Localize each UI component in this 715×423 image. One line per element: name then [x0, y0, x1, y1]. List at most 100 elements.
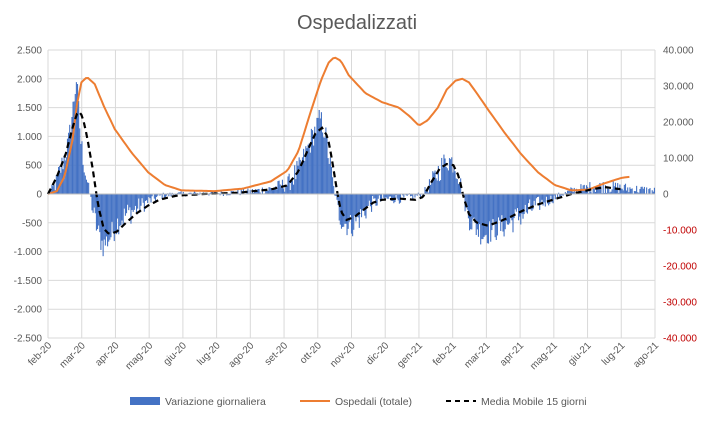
bar	[381, 194, 383, 201]
bar	[153, 194, 155, 199]
x-tick-label: lug-20	[195, 340, 223, 368]
bar	[503, 194, 505, 237]
y-right-tick-label: 30.000	[663, 82, 694, 93]
bar	[151, 194, 153, 197]
bar	[319, 118, 321, 194]
bar	[285, 185, 287, 194]
x-tick-label: dic-20	[364, 340, 391, 367]
bar	[56, 174, 59, 194]
bar	[115, 194, 118, 235]
bar	[337, 194, 339, 205]
bar	[652, 191, 654, 194]
bar	[386, 194, 388, 199]
bar	[137, 194, 139, 209]
bar	[638, 192, 640, 194]
bar	[74, 93, 76, 194]
bar	[375, 194, 377, 206]
bar	[83, 172, 85, 194]
bar	[294, 165, 296, 194]
bar	[550, 194, 552, 196]
bar	[180, 191, 182, 194]
bar	[634, 191, 637, 194]
bar	[395, 194, 397, 196]
bar	[239, 194, 241, 196]
bar	[581, 188, 583, 194]
bar	[499, 194, 501, 221]
bar	[600, 186, 602, 194]
y-left-tick-label: 1.000	[17, 132, 42, 143]
bar	[643, 186, 645, 194]
bar	[118, 194, 120, 235]
bar	[71, 116, 73, 194]
bar	[598, 185, 600, 194]
bar	[247, 188, 249, 194]
bar	[474, 194, 476, 223]
bar	[482, 194, 484, 240]
bar	[334, 194, 336, 196]
bar	[189, 192, 191, 194]
bar	[318, 109, 320, 194]
bar	[392, 194, 394, 202]
bar	[228, 194, 230, 196]
bar	[373, 194, 375, 199]
bar	[603, 192, 605, 194]
bar	[613, 186, 615, 194]
bar	[452, 172, 454, 194]
x-tick-label: nov-20	[328, 340, 358, 370]
bar	[372, 194, 374, 197]
bar	[526, 194, 529, 214]
bar	[314, 126, 316, 194]
bar	[518, 194, 520, 221]
bar	[237, 189, 239, 194]
bar	[485, 194, 487, 235]
legend-label: Variazione giornaliera	[165, 396, 266, 408]
bar	[291, 180, 294, 194]
bar	[552, 194, 554, 204]
bar	[94, 194, 96, 214]
bar	[377, 194, 379, 199]
bar	[621, 188, 623, 194]
bar	[104, 194, 106, 246]
bar	[161, 194, 163, 200]
bar	[480, 194, 482, 245]
bar	[522, 194, 524, 219]
bar	[538, 194, 540, 197]
bar	[509, 194, 511, 224]
bar	[332, 177, 334, 194]
bar	[195, 192, 197, 194]
bar	[618, 192, 620, 194]
bar	[406, 194, 408, 196]
y-left-tick-label: 2.000	[17, 74, 42, 85]
x-tick-label: mag-20	[124, 340, 156, 372]
bar	[51, 184, 53, 194]
bar	[602, 182, 604, 194]
x-tick-label: apr-20	[93, 340, 122, 369]
bar	[272, 188, 275, 194]
bar	[171, 192, 173, 194]
bar	[348, 194, 350, 222]
bar	[284, 191, 286, 194]
bar	[101, 194, 103, 241]
bar	[409, 194, 412, 197]
bar	[280, 187, 282, 194]
bar	[110, 194, 112, 238]
bar	[59, 165, 61, 194]
x-tick-label: mar-21	[462, 340, 492, 370]
bar	[529, 194, 531, 200]
bar	[166, 194, 168, 196]
bar	[544, 194, 546, 207]
bar	[308, 143, 310, 194]
bar	[443, 154, 445, 194]
bar	[267, 190, 269, 194]
bar	[297, 165, 299, 194]
bar	[141, 194, 143, 199]
bar	[208, 194, 210, 196]
y-left-tick-label: -1.000	[14, 247, 43, 258]
bar	[453, 167, 455, 194]
y-right-tick-label: 10.000	[663, 154, 694, 165]
bar	[163, 194, 165, 199]
bar	[367, 194, 369, 206]
bar	[639, 189, 641, 194]
bar	[568, 190, 570, 194]
x-tick-label: ago-21	[631, 340, 661, 370]
